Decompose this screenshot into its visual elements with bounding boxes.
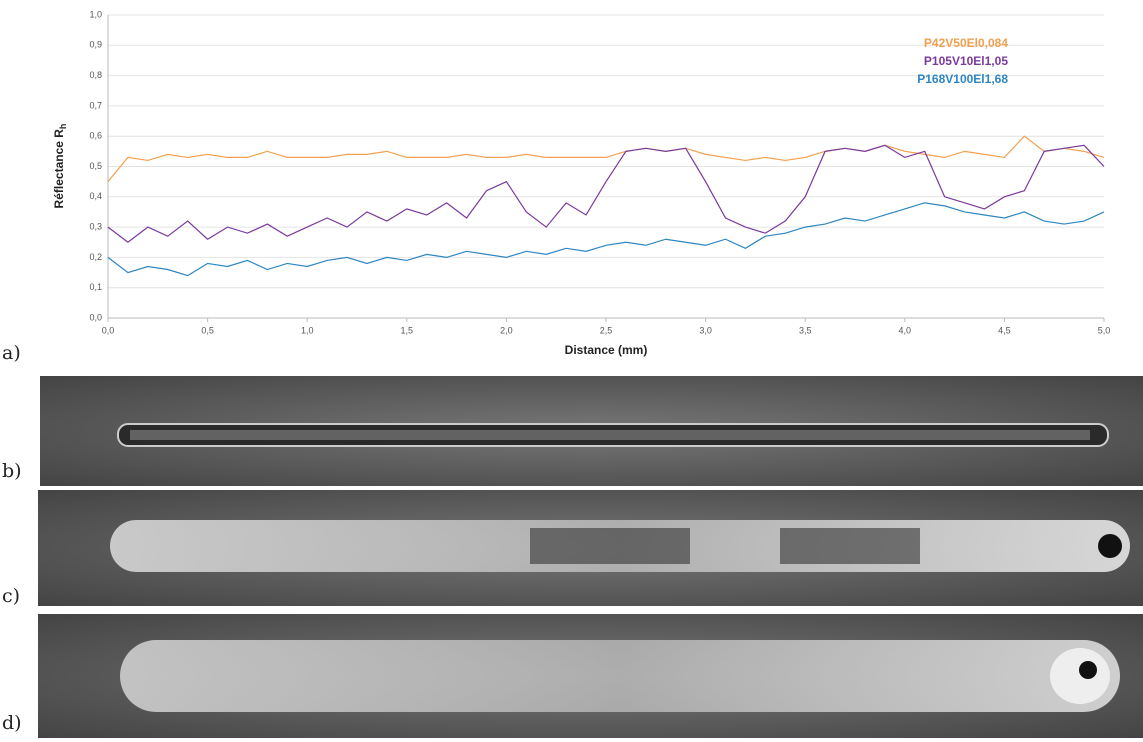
photo-d bbox=[38, 614, 1143, 738]
y-tick-label: 1,0 bbox=[89, 9, 102, 19]
x-tick-label: 3,0 bbox=[699, 325, 712, 335]
x-tick-label: 5,0 bbox=[1098, 325, 1111, 335]
series-line bbox=[107, 135, 1105, 183]
x-tick-label: 2,0 bbox=[500, 325, 513, 335]
y-label-subscript: h bbox=[58, 124, 68, 130]
y-axis-label: Réflectance Rh bbox=[52, 124, 68, 209]
y-tick-label: 0,4 bbox=[89, 191, 102, 201]
y-tick-label: 0,6 bbox=[89, 131, 102, 141]
x-tick-label: 4,5 bbox=[998, 325, 1011, 335]
panel-label: c) bbox=[2, 585, 20, 607]
x-axis-label: Distance (mm) bbox=[565, 343, 648, 357]
x-tick-label: 4,0 bbox=[899, 325, 912, 335]
panel-label: b) bbox=[2, 460, 22, 482]
x-tick-label: 0,5 bbox=[201, 325, 214, 335]
y-tick-label: 0,1 bbox=[89, 282, 102, 292]
panel-label: d) bbox=[2, 712, 22, 734]
y-tick-label: 0,9 bbox=[89, 40, 102, 50]
legend-entry: P168V100El1,68 bbox=[917, 72, 1008, 86]
y-tick-label: 0,2 bbox=[89, 252, 102, 262]
x-tick-label: 3,5 bbox=[799, 325, 812, 335]
x-tick-label: 1,0 bbox=[301, 325, 314, 335]
legend-entry: P105V10El1,05 bbox=[924, 54, 1008, 68]
y-tick-label: 0,7 bbox=[89, 100, 102, 110]
y-label-text: Réflectance R bbox=[52, 129, 66, 209]
y-tick-label: 0,8 bbox=[89, 70, 102, 80]
series-line bbox=[107, 202, 1105, 277]
y-tick-label: 0,3 bbox=[89, 221, 102, 231]
photo-c bbox=[38, 490, 1143, 606]
y-tick-label: 0,0 bbox=[89, 312, 102, 322]
panel-label: a) bbox=[2, 342, 21, 364]
x-tick-label: 0,0 bbox=[102, 325, 115, 335]
x-tick-label: 2,5 bbox=[600, 325, 613, 335]
legend-entry: P42V50El0,084 bbox=[924, 36, 1008, 50]
photo-b bbox=[40, 376, 1143, 486]
series-line bbox=[107, 144, 1105, 244]
y-tick-label: 0,5 bbox=[89, 161, 102, 171]
x-tick-label: 1,5 bbox=[401, 325, 414, 335]
